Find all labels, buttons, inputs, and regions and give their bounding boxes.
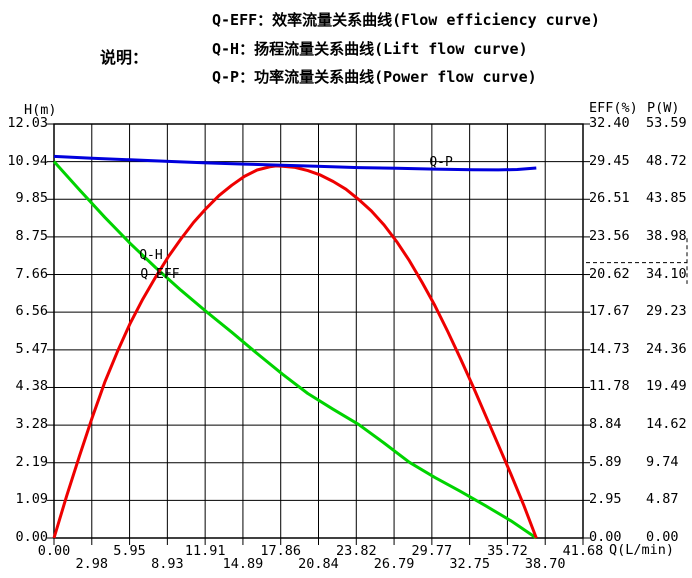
p-tick-label: 38.98 [646, 227, 687, 244]
p-tick-label: 14.62 [646, 416, 687, 433]
eff-tick-label: 20.62 [589, 265, 630, 282]
legend-title: 说明： [100, 48, 149, 67]
q-tick-label: 17.86 [260, 543, 302, 559]
q-tick-label: 23.82 [335, 543, 377, 559]
h-tick-label: 0.00 [15, 529, 48, 545]
q-tick-label: 0.00 [37, 543, 71, 559]
plot-frame [53, 123, 584, 539]
curve-label-q-h: Q-H [139, 248, 162, 263]
h-tick-label: 12.03 [7, 115, 48, 131]
h-tick-label: 6.56 [15, 303, 48, 320]
eff-tick-label: 14.73 [589, 340, 630, 357]
q-tick-label: 14.89 [222, 556, 264, 572]
axis-ticks [47, 123, 590, 545]
h-tick-label: 10.94 [7, 152, 48, 169]
q-tick-label: 11.91 [184, 543, 226, 559]
q-axis-title: Q(L/min) [609, 542, 675, 558]
q-tick-label: 29.77 [411, 543, 453, 559]
curve-label-q-p: Q-P [429, 155, 453, 170]
eff-tick-label: 32.40 [589, 115, 630, 131]
h-tick-label: 8.75 [15, 227, 48, 244]
h-tick-label: 1.09 [15, 491, 48, 508]
q-tick-label: 5.95 [113, 543, 146, 559]
q-tick-label: 32.75 [449, 556, 490, 572]
eff-tick-label: 11.78 [589, 378, 630, 395]
q-tick-label: 41.68 [562, 543, 604, 559]
p-axis-title: P(W) [647, 100, 680, 116]
curve-labels: Q-H Q-EFF Q-P [139, 155, 453, 282]
eff-tick-label: 29.45 [589, 152, 630, 169]
legend-line-qp: Q-P：功率流量关系曲线(Power flow curve) [212, 68, 537, 86]
eff-tick-label: 0.00 [589, 529, 622, 545]
eff-tick-label: 5.89 [589, 453, 622, 470]
eff-tick-label: 26.51 [589, 190, 630, 207]
p-tick-label: 43.85 [646, 190, 687, 207]
curve-label-q-eff: Q-EFF [140, 267, 179, 282]
curve-q-p [53, 154, 537, 172]
legend-line-qeff: Q-EFF：效率流量关系曲线(Flow efficiency curve) [212, 11, 600, 29]
p-tick-label: 53.59 [646, 115, 687, 131]
p-tick-label: 29.23 [646, 303, 687, 320]
eff-axis-title: EFF(%) [589, 100, 638, 116]
eff-tick-label: 17.67 [589, 303, 630, 320]
p-tick-label: 19.49 [646, 378, 687, 395]
p-tick-label: 48.72 [646, 152, 687, 169]
h-tick-label: 3.28 [15, 416, 48, 433]
p-tick-label: 4.87 [646, 491, 679, 508]
h-tick-label: 2.19 [15, 453, 48, 470]
q-tick-label: 20.84 [298, 556, 339, 572]
q-tick-label: 26.79 [373, 556, 415, 572]
eff-tick-label: 2.95 [589, 491, 622, 508]
h-tick-label: 5.47 [15, 340, 48, 357]
p-tick-label: 24.36 [646, 340, 687, 357]
curve-q-h [52, 160, 538, 540]
q-tick-label: 35.72 [487, 543, 528, 559]
curves [52, 154, 538, 540]
q-tick-label: 38.70 [524, 556, 566, 572]
q-tick-label: 2.98 [75, 556, 109, 572]
rated-point-callout [586, 238, 688, 284]
legend-line-qh: Q-H：扬程流量关系曲线(Lift flow curve) [212, 40, 528, 58]
eff-tick-label: 8.84 [589, 416, 622, 433]
h-tick-label: 7.66 [15, 265, 48, 282]
h-tick-label: 4.38 [15, 378, 48, 395]
h-tick-label: 9.85 [15, 190, 48, 207]
h-axis-title: H(m) [24, 102, 57, 118]
p-tick-label: 9.74 [646, 453, 679, 470]
p-tick-label: 0.00 [646, 529, 679, 545]
eff-tick-label: 23.56 [589, 227, 630, 244]
grid-lines [53, 123, 584, 539]
q-tick-label: 8.93 [151, 556, 184, 572]
curve-q-eff [52, 164, 538, 539]
p-tick-label: 34.10 [646, 265, 687, 282]
